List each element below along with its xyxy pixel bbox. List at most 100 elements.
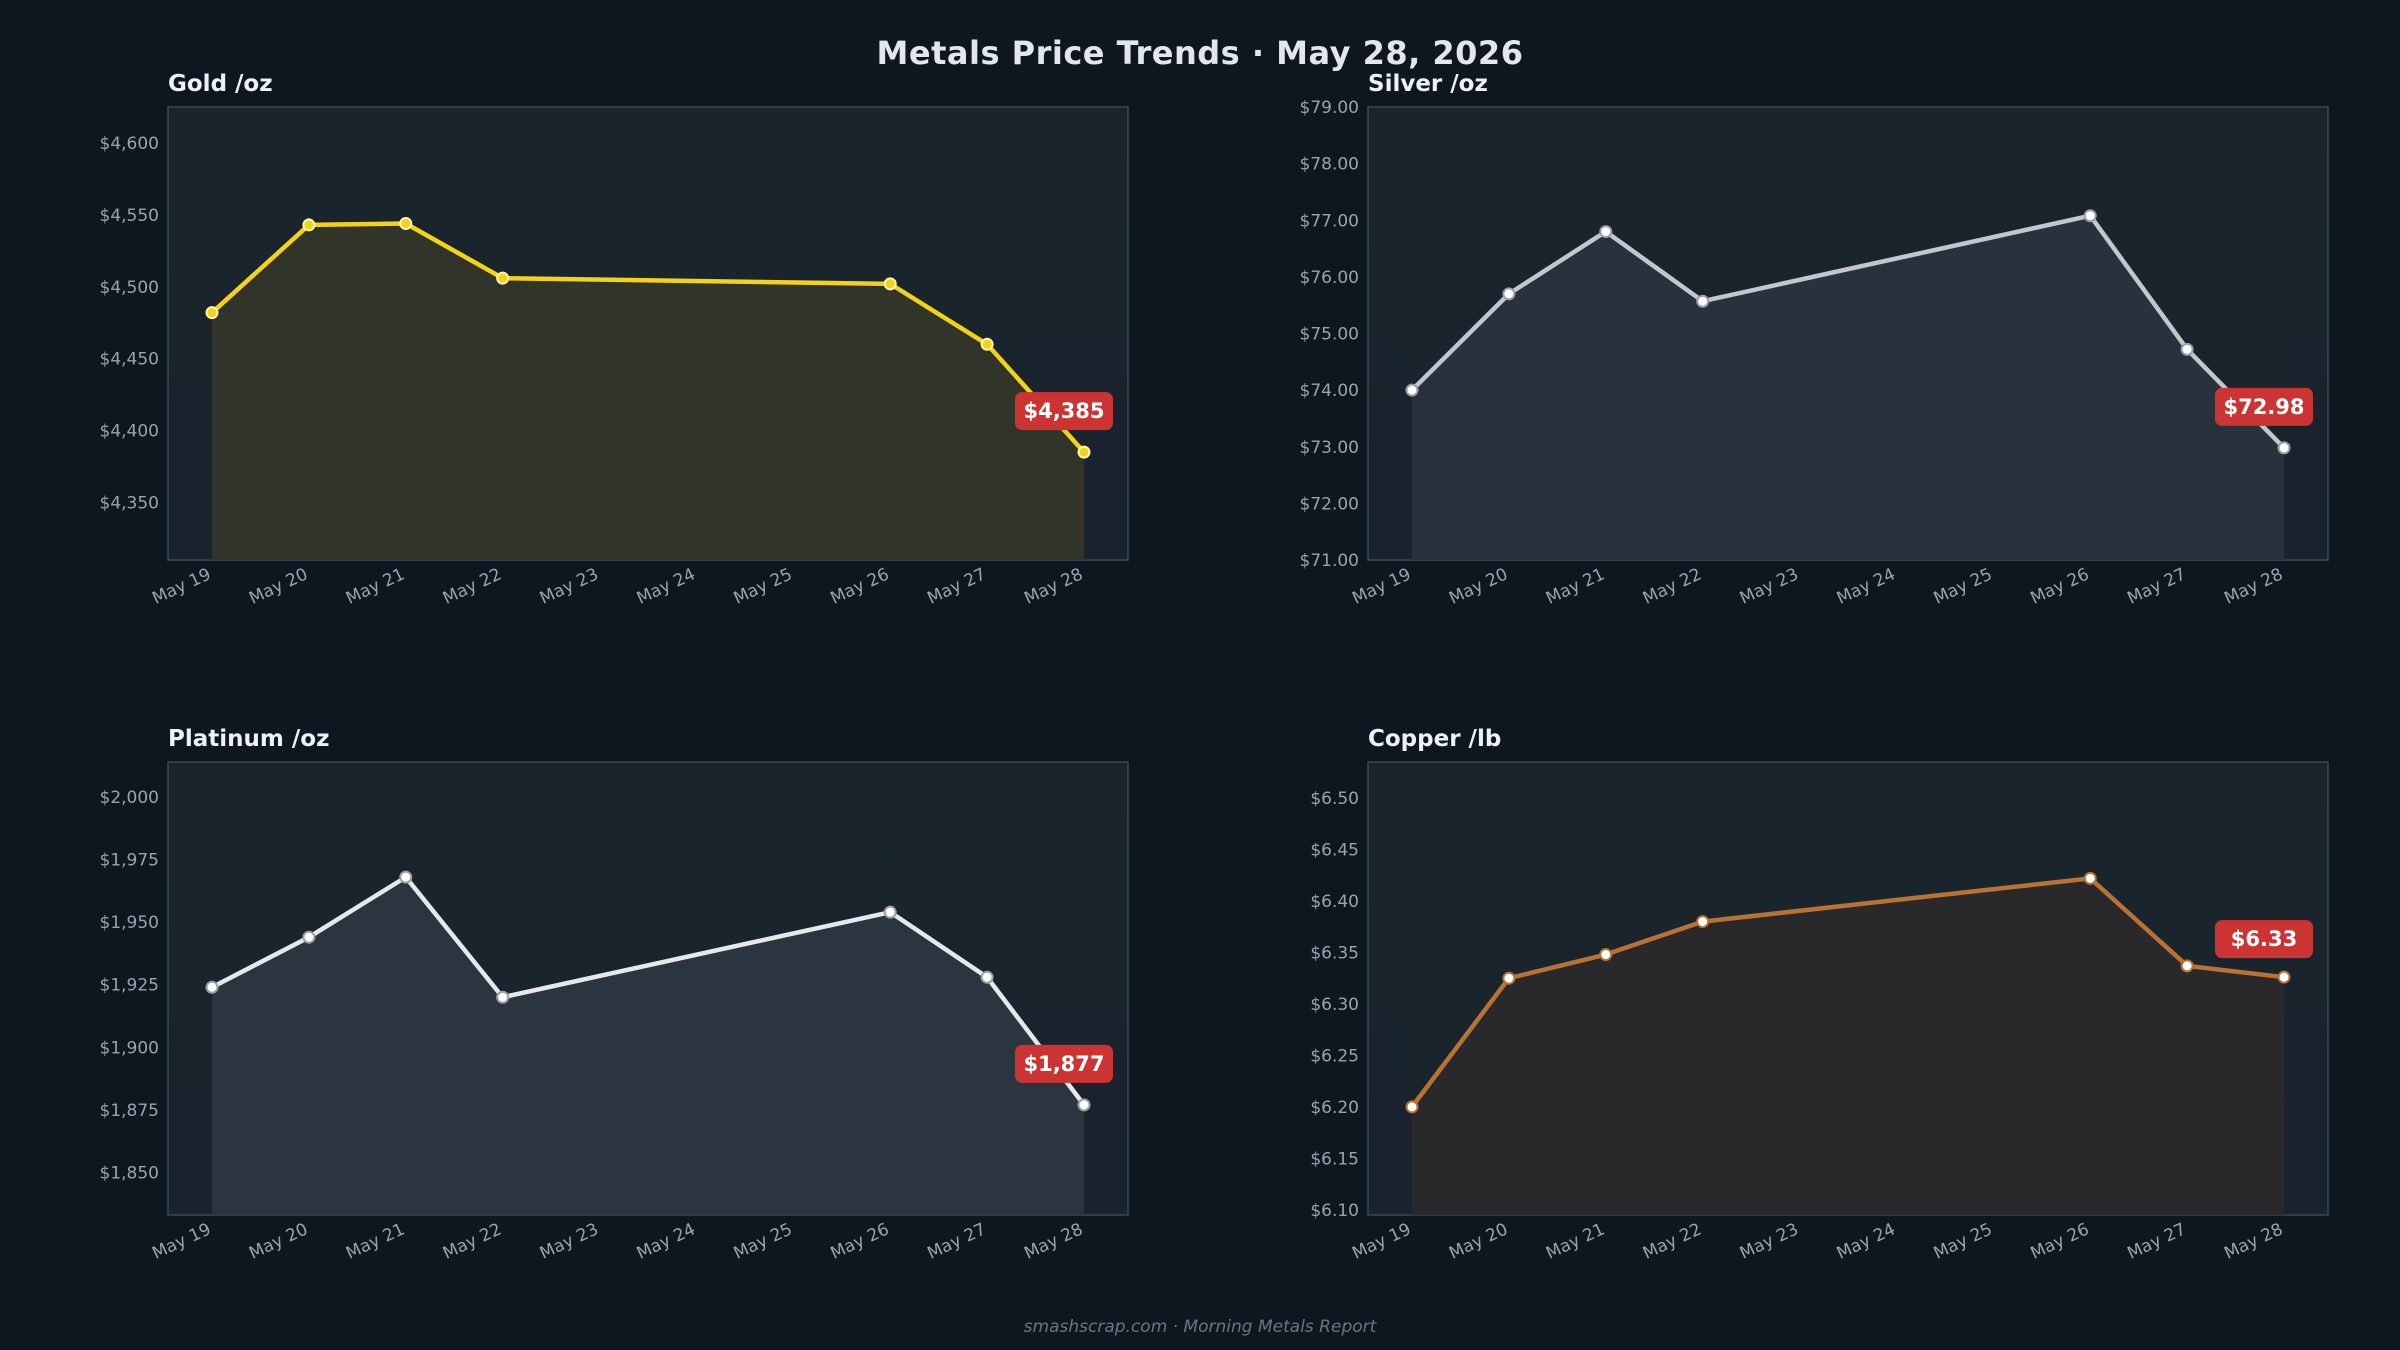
platinum-chart: Platinum /oz $1,850 $1,875 $1,900 $1,925 $1,9… <box>100 726 1129 1264</box>
x-tick-label: May 22 <box>1640 1219 1705 1263</box>
y-tick-label: $79.00 <box>1300 98 1359 118</box>
data-point <box>205 306 219 320</box>
page-title: Metals Price Trends · May 28, 2026 <box>876 34 1524 72</box>
x-tick-label: May 28 <box>2221 1219 2286 1263</box>
x-tick-label: May 26 <box>828 564 893 608</box>
x-tick-label: May 22 <box>440 564 505 608</box>
data-point <box>1696 915 1710 929</box>
y-tick-label: $4,450 <box>100 350 159 370</box>
x-tick-label: May 27 <box>924 564 989 608</box>
x-tick-label: May 20 <box>246 1219 311 1263</box>
badge-background <box>1015 1044 1113 1083</box>
last-price-label: $4,385 <box>1023 399 1104 423</box>
y-tick-label: $4,500 <box>100 278 159 298</box>
x-tick-label: May 28 <box>1021 1219 1086 1263</box>
x-tick-label: May 22 <box>1640 564 1705 608</box>
y-tick-label: $77.00 <box>1300 211 1359 231</box>
last-price-badge: $72.98 <box>2215 387 2313 426</box>
y-tick-label: $74.00 <box>1300 381 1359 401</box>
y-tick-label: $1,925 <box>100 976 159 996</box>
y-tick-label: $6.20 <box>1310 1098 1359 1118</box>
y-tick-label: $1,900 <box>100 1038 159 1058</box>
data-point <box>1502 971 1516 985</box>
x-tick-label: May 28 <box>2221 564 2286 608</box>
y-tick-label: $76.00 <box>1300 268 1359 288</box>
data-point <box>1077 445 1091 459</box>
x-tick-label: May 21 <box>1543 564 1608 608</box>
data-point <box>399 216 413 230</box>
copper-chart: Copper /lb $6.10 $6.15 $6.20 $6.25 $6.30 $6.35… <box>1310 726 2329 1264</box>
x-tick-label: May 23 <box>537 564 602 608</box>
data-point <box>1077 1098 1091 1112</box>
last-price-label: $6.33 <box>2231 927 2297 951</box>
data-point <box>2277 970 2291 984</box>
data-point <box>205 980 219 994</box>
y-tick-label: $6.25 <box>1310 1046 1359 1066</box>
y-tick-label: $75.00 <box>1300 325 1359 345</box>
x-tick-label: May 24 <box>1834 1219 1899 1263</box>
chart-title: Gold /oz <box>168 71 273 97</box>
last-price-badge: $4,385 <box>1015 392 1113 431</box>
y-tick-label: $6.45 <box>1310 841 1359 861</box>
x-tick-label: May 27 <box>2124 1219 2189 1263</box>
x-tick-label: May 24 <box>1834 564 1899 608</box>
badge-background <box>2215 387 2313 426</box>
data-point <box>1405 1100 1419 1114</box>
y-tick-label: $71.00 <box>1300 551 1359 571</box>
y-tick-label: $73.00 <box>1300 438 1359 458</box>
x-tick-label: May 27 <box>2124 564 2189 608</box>
chart-title: Platinum /oz <box>168 726 329 752</box>
x-tick-label: May 26 <box>2028 1219 2093 1263</box>
x-tick-label: May 26 <box>2028 564 2093 608</box>
chart-title: Copper /lb <box>1368 726 1501 752</box>
y-tick-label: $2,000 <box>100 788 159 808</box>
data-point <box>399 870 413 884</box>
badge-background <box>2215 920 2313 959</box>
y-tick-label: $1,950 <box>100 913 159 933</box>
x-tick-label: May 19 <box>149 1219 214 1263</box>
y-tick-label: $4,400 <box>100 422 159 442</box>
x-tick-label: May 23 <box>1737 1219 1802 1263</box>
y-tick-label: $4,550 <box>100 206 159 226</box>
data-point <box>2180 959 2194 973</box>
data-point <box>1599 225 1613 239</box>
y-tick-label: $1,975 <box>100 851 159 871</box>
x-tick-label: May 25 <box>731 1219 796 1263</box>
x-tick-label: May 20 <box>246 564 311 608</box>
x-tick-label: May 25 <box>1931 1219 1996 1263</box>
x-tick-label: May 25 <box>1931 564 1996 608</box>
x-tick-label: May 26 <box>828 1219 893 1263</box>
y-tick-label: $6.40 <box>1310 892 1359 912</box>
y-tick-label: $6.30 <box>1310 995 1359 1015</box>
y-tick-label: $78.00 <box>1300 155 1359 175</box>
y-tick-label: $72.00 <box>1300 494 1359 514</box>
data-point <box>2083 209 2097 223</box>
series-area <box>212 223 1084 560</box>
x-tick-label: May 19 <box>1349 564 1414 608</box>
data-point <box>496 271 510 285</box>
x-tick-label: May 23 <box>537 1219 602 1263</box>
data-point <box>1599 948 1613 962</box>
y-tick-label: $6.50 <box>1310 789 1359 809</box>
x-tick-label: May 20 <box>1446 564 1511 608</box>
gold-chart: Gold /oz $4,350 $4,400 $4,450 $4,500 $4,550 $4… <box>100 71 1129 609</box>
series-area <box>212 877 1084 1215</box>
y-tick-label: $4,350 <box>100 493 159 513</box>
y-tick-label: $4,600 <box>100 134 159 154</box>
data-point <box>2083 871 2097 885</box>
data-point <box>883 905 897 919</box>
x-tick-label: May 27 <box>924 1219 989 1263</box>
y-tick-label: $6.35 <box>1310 943 1359 963</box>
x-tick-label: May 24 <box>634 564 699 608</box>
x-tick-label: May 21 <box>1543 1219 1608 1263</box>
x-tick-label: May 25 <box>731 564 796 608</box>
y-tick-label: $1,875 <box>100 1101 159 1121</box>
series-area <box>1412 878 2284 1215</box>
data-point <box>1696 294 1710 308</box>
x-tick-label: May 21 <box>343 1219 408 1263</box>
data-point <box>496 990 510 1004</box>
x-tick-label: May 19 <box>149 564 214 608</box>
data-point <box>980 337 994 351</box>
x-tick-label: May 22 <box>440 1219 505 1263</box>
data-point <box>302 218 316 232</box>
